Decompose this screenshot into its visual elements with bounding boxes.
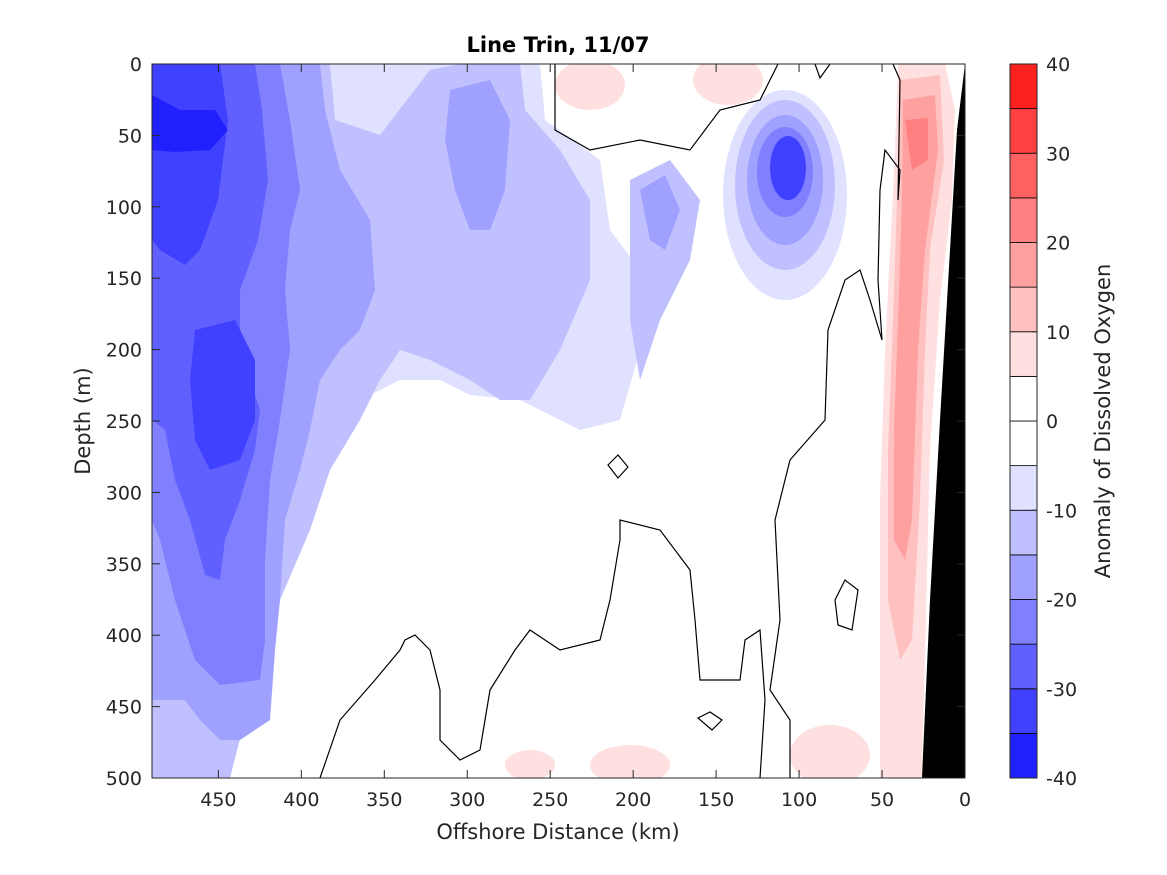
chart-title: Line Trin, 11/07	[466, 33, 649, 57]
x-tick-label: 400	[283, 789, 319, 811]
bathymetry	[922, 64, 965, 778]
anomaly-region-minus-35	[152, 95, 228, 152]
y-tick-label: 500	[106, 768, 142, 790]
anomaly-region-plus-20	[905, 118, 928, 170]
x-tick-label: 350	[366, 789, 402, 811]
anomaly-region-minus-30b	[190, 320, 255, 470]
zero-contours	[319, 64, 901, 778]
colorbar-segment	[1009, 152, 1038, 199]
y-axis-ticks: 0 50 100 150 200 250 300 350 400 450 500	[106, 54, 965, 790]
zero-contour-small-1	[607, 454, 629, 479]
colorbar-segment	[1009, 63, 1038, 110]
colorbar-tick-label: 40	[1046, 54, 1070, 76]
x-tick-label: 50	[870, 789, 894, 811]
y-tick-label: 0	[130, 54, 142, 76]
colorbar-segment	[1009, 286, 1038, 333]
zero-contour-small-3	[834, 579, 859, 631]
colorbar-tick-label: 30	[1046, 143, 1070, 165]
colorbar-tick-label: -30	[1046, 679, 1077, 701]
colorbar-segment	[1009, 688, 1038, 734]
colorbar-tick-label: 10	[1046, 322, 1070, 344]
y-tick-label: 400	[106, 625, 142, 647]
zero-contour-right	[769, 64, 901, 778]
colorbar-segment	[1009, 242, 1038, 288]
colorbar-tick-label: -20	[1046, 590, 1077, 612]
zero-contour-small-2	[696, 711, 723, 731]
colorbar-tick-label: -40	[1046, 768, 1077, 790]
x-tick-label: 250	[532, 789, 568, 811]
x-tick-label: 200	[615, 789, 651, 811]
red-patch-bottom-2	[590, 745, 670, 778]
red-patch-top-2	[693, 64, 763, 105]
colorbar-tick-label: -10	[1046, 500, 1077, 522]
x-axis-label: Offshore Distance (km)	[436, 820, 679, 844]
y-tick-label: 450	[106, 697, 142, 719]
colorbar-segment	[1009, 197, 1038, 243]
colorbar-segment	[1009, 108, 1038, 154]
colorbar	[1009, 63, 1038, 779]
y-tick-label: 150	[106, 268, 142, 290]
x-tick-label: 450	[200, 789, 236, 811]
anomaly-patch-mid-b	[640, 175, 680, 250]
colorbar-segment	[1009, 732, 1038, 779]
colorbar-segment	[1009, 465, 1038, 511]
zero-contour-top	[554, 64, 779, 151]
eddy-core	[770, 136, 806, 200]
red-patch-bottom-3	[505, 750, 555, 778]
y-tick-label: 50	[118, 125, 142, 147]
colorbar-segment	[1009, 599, 1038, 645]
red-patch-bottom-1	[790, 725, 870, 778]
anomaly-patch-top	[445, 80, 510, 230]
colorbar-ticks: 40 30 20 10 0 -10 -20 -30 -40	[1031, 54, 1077, 790]
x-tick-label: 300	[449, 789, 485, 811]
y-tick-label: 100	[106, 197, 142, 219]
y-tick-label: 300	[106, 482, 142, 504]
y-tick-label: 250	[106, 411, 142, 433]
colorbar-segment	[1009, 509, 1038, 556]
colorbar-segment	[1009, 375, 1038, 422]
x-tick-label: 0	[959, 789, 971, 811]
x-axis-ticks: 450 400 350 300 250 200 150 100 50 0	[200, 64, 971, 811]
y-tick-label: 350	[106, 554, 142, 576]
y-axis-label: Depth (m)	[71, 367, 95, 474]
red-patch-top-1	[555, 64, 625, 110]
x-tick-label: 100	[781, 789, 817, 811]
colorbar-segment	[1009, 420, 1038, 467]
anomaly-region-plus-15	[894, 95, 938, 560]
colorbar-segment	[1009, 331, 1038, 377]
colorbar-label: Anomaly of Dissolved Oxygen	[1091, 264, 1115, 579]
plot-area	[152, 64, 965, 778]
y-tick-label: 200	[106, 340, 142, 362]
colorbar-segment	[1009, 643, 1038, 690]
zero-contour-bottom	[319, 519, 766, 778]
colorbar-tick-label: 20	[1046, 233, 1070, 255]
x-tick-label: 150	[698, 789, 734, 811]
colorbar-tick-label: 0	[1046, 411, 1058, 433]
colorbar-segment	[1009, 554, 1038, 600]
